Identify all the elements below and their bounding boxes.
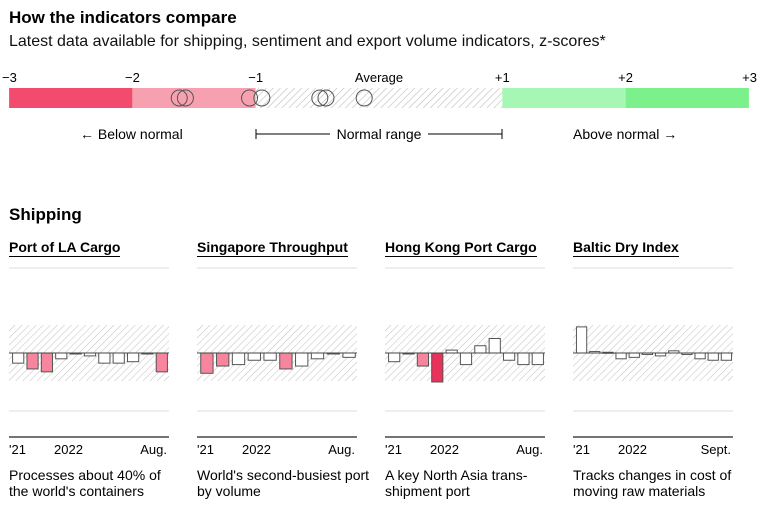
x-tick-label: 2022 — [54, 442, 83, 457]
panel-description: World's second-busiest port by volume — [197, 467, 370, 499]
bar — [295, 352, 309, 367]
above-normal-label: Above normal → — [573, 126, 677, 142]
bar — [615, 352, 627, 360]
indicator-marker — [317, 89, 335, 107]
panel-title: Baltic Dry Index — [573, 239, 679, 257]
x-tick-label: 2022 — [242, 442, 271, 457]
panel-description: Processes about 40% of the world's conta… — [9, 467, 161, 499]
bar — [155, 352, 168, 373]
bar — [474, 345, 487, 354]
x-tick-label: '21 — [9, 442, 26, 457]
bar-chart-singapore: '21 2022 Aug. — [197, 267, 357, 457]
bar — [216, 352, 230, 367]
bar — [263, 352, 277, 361]
bar-chart-port-of-la: '21 2022 Aug. — [9, 267, 169, 457]
scale-tick-label: −2 — [125, 70, 140, 85]
x-tick-label: 2022 — [430, 442, 459, 457]
panel-title: Hong Kong Port Cargo — [385, 239, 537, 257]
scale-tick-label: Average — [355, 70, 403, 85]
bar-chart-hong-kong: '21 2022 Aug. — [385, 267, 545, 457]
panel-title: Singapore Throughput — [197, 239, 348, 257]
scale-tick-label: +1 — [495, 70, 510, 85]
x-tick-label: '21 — [385, 442, 402, 457]
scale-tick-label: −3 — [2, 70, 17, 85]
bar — [628, 352, 640, 358]
panel-singapore: Singapore Throughput '21 2022 Aug. World's… — [197, 239, 369, 509]
indicator-marker — [253, 89, 271, 107]
x-tick-label: '21 — [573, 442, 590, 457]
right-arrow-icon: → — [659, 126, 677, 142]
bar — [575, 326, 588, 354]
section-title: Shipping — [9, 205, 82, 224]
bar — [416, 352, 430, 367]
panel-port-of-la: Port of LA Cargo '21 2022 Aug. Processes a… — [9, 239, 169, 509]
x-tick-label: Aug. — [516, 442, 543, 457]
bar — [112, 352, 125, 364]
bar — [231, 352, 246, 366]
bar — [40, 352, 54, 373]
normal-range-label: Normal range — [337, 126, 422, 142]
bar — [126, 352, 140, 363]
bar — [720, 352, 733, 361]
panel-description: A key North Asia trans-shipment port — [385, 467, 528, 499]
indicator-marker — [241, 89, 259, 107]
bar — [431, 352, 444, 383]
bar — [98, 352, 111, 364]
scale-band — [502, 88, 626, 108]
scale-band — [9, 88, 133, 108]
chart-subtitle: Latest data available for shipping, sent… — [9, 33, 606, 50]
x-tick-label: 2022 — [618, 442, 647, 457]
bar — [707, 352, 719, 361]
bar — [200, 352, 214, 374]
indicator-marker — [176, 89, 194, 107]
panel-hong-kong: Hong Kong Port Cargo '21 2022 Aug. A key N… — [385, 239, 545, 509]
scale-band — [132, 88, 256, 108]
bar — [279, 352, 293, 370]
left-arrow-icon: ← — [80, 126, 98, 142]
x-tick-label: Aug. — [328, 442, 355, 457]
bar — [502, 352, 516, 361]
scale-tick-label: +2 — [618, 70, 633, 85]
bar — [531, 352, 544, 366]
panel-baltic-dry: Baltic Dry Index '21 2022 Sept. Tracks cha… — [573, 239, 733, 509]
bar — [488, 338, 501, 354]
scale-band — [625, 88, 749, 108]
bar — [310, 352, 325, 360]
chart-title: How the indicators compare — [9, 8, 237, 27]
scale-band — [255, 88, 503, 108]
scale-tick-label: +3 — [742, 70, 757, 85]
bar — [26, 352, 39, 370]
bar — [388, 352, 401, 363]
bar-chart-baltic-dry: '21 2022 Sept. — [573, 267, 733, 457]
panel-description: Tracks changes in cost of moving raw mat… — [573, 467, 732, 499]
bar — [247, 352, 261, 361]
indicator-marker — [170, 89, 188, 107]
bar — [55, 352, 68, 360]
scale-tick-label: −1 — [248, 70, 263, 85]
x-tick-label: Sept. — [701, 442, 731, 457]
below-normal-label: ← Below normal — [80, 126, 183, 142]
indicator-marker — [355, 89, 373, 107]
bar — [459, 352, 473, 366]
bar — [342, 352, 356, 358]
x-tick-label: Aug. — [140, 442, 167, 457]
bar — [517, 352, 530, 366]
bar — [694, 352, 706, 360]
x-tick-label: '21 — [197, 442, 214, 457]
panel-title: Port of LA Cargo — [9, 239, 121, 257]
indicator-marker — [311, 89, 329, 107]
bar — [12, 352, 25, 364]
zscore-scale: −3 −2 −1 Average +1 +2 +3 ← Below normal Norma… — [2, 70, 757, 142]
